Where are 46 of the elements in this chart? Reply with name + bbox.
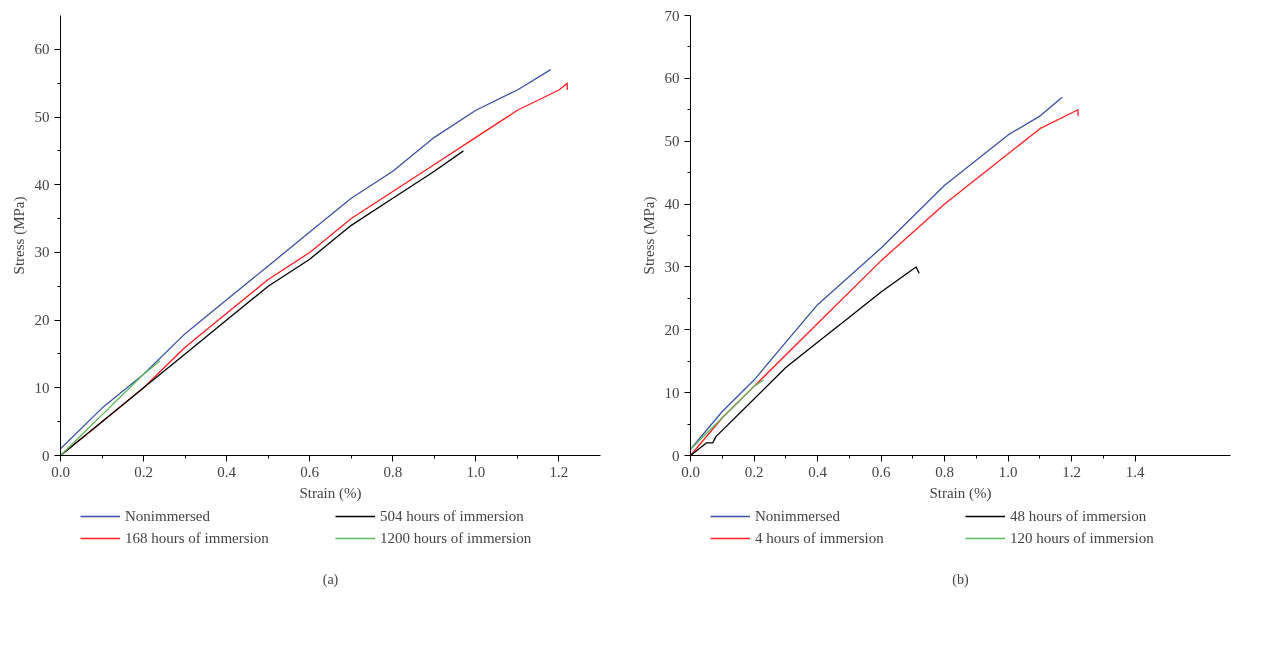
y-tick-label: 20	[664, 321, 680, 338]
x-axis-title: Strain (%)	[929, 484, 992, 502]
y-tick-label: 70	[664, 7, 680, 24]
y-tick-label: 10	[34, 379, 50, 396]
legend-label: 504 hours of immersion	[380, 507, 525, 525]
x-tick-label: 1.2	[1062, 463, 1082, 480]
x-tick-label: 1.0	[466, 463, 486, 480]
x-tick-label: 0.2	[744, 463, 764, 480]
x-tick-label: 0.2	[134, 463, 153, 480]
x-tick-label: 1.0	[998, 463, 1018, 480]
legend-label: 1200 hours of immersion	[380, 529, 533, 547]
y-tick-label: 60	[34, 41, 50, 58]
text: (b)	[952, 571, 969, 588]
y-tick-label: 10	[664, 384, 680, 401]
x-tick-label: 0.6	[871, 463, 891, 480]
legend-label: 168 hours of immersion	[125, 529, 270, 547]
x-tick-label: 0.8	[935, 463, 954, 480]
y-tick-label: 40	[34, 176, 50, 193]
y-tick-label: 30	[34, 244, 50, 261]
y-axis-title: Stress (MPa)	[10, 196, 28, 275]
y-tick-label: 20	[34, 312, 50, 329]
line-series	[690, 379, 765, 450]
legend-label: 4 hours of immersion	[755, 529, 885, 547]
x-tick-label: 0.4	[808, 463, 828, 480]
text: (a)	[322, 571, 339, 588]
y-tick-label: 30	[664, 258, 680, 275]
x-tick-label: 0.6	[300, 463, 320, 480]
legend-label: 48 hours of immersion	[1010, 507, 1148, 525]
x-tick-label: 0.0	[681, 463, 700, 480]
y-tick-label: 0	[42, 447, 50, 464]
legend-label: 120 hours of immersion	[1010, 529, 1155, 547]
line-series	[60, 360, 161, 456]
x-tick-label: 0.0	[51, 463, 70, 480]
x-tick-label: 0.4	[217, 463, 237, 480]
x-tick-label: 0.8	[383, 463, 403, 480]
y-tick-label: 50	[34, 109, 50, 126]
y-tick-label: 60	[664, 70, 680, 87]
y-tick-label: 50	[664, 133, 680, 150]
y-axis-title: Stress (MPa)	[640, 196, 658, 275]
legend-label: Nonimmersed	[125, 507, 211, 525]
y-tick-label: 0	[672, 447, 680, 464]
x-tick-label: 1.4	[1125, 463, 1146, 480]
x-tick-label: 1.2	[549, 463, 569, 480]
y-tick-label: 40	[664, 196, 680, 213]
x-axis-title: Strain (%)	[299, 484, 362, 502]
legend-label: Nonimmersed	[755, 507, 841, 525]
